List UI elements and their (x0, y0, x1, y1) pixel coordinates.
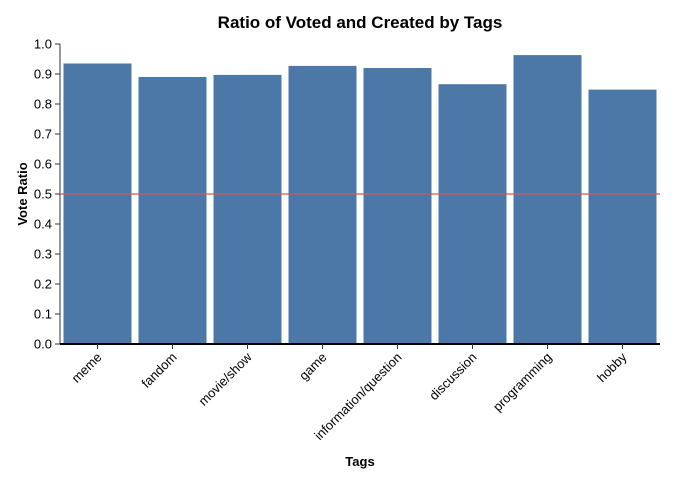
y-tick-label: 0.0 (34, 337, 52, 352)
bar-discussion (438, 84, 507, 344)
bars-group (63, 55, 657, 345)
x-tick-label: game (296, 350, 330, 384)
y-axis-label: Vote Ratio (15, 162, 30, 225)
bar-information-question (363, 68, 432, 344)
y-tick-label: 0.9 (34, 67, 52, 82)
x-tick-label: fandom (138, 350, 179, 391)
y-tick-label: 1.0 (34, 37, 52, 52)
y-tick-label: 0.4 (34, 217, 52, 232)
y-tick-label: 0.7 (34, 127, 52, 142)
y-tick-label: 0.1 (34, 307, 52, 322)
bar-hobby (588, 89, 657, 344)
bar-programming (513, 55, 582, 344)
x-tick-label: movie/show (195, 349, 255, 409)
y-tick-label: 0.3 (34, 247, 52, 262)
x-tick-label: programming (490, 350, 555, 415)
bar-movie-show (213, 74, 282, 345)
chart-title: Ratio of Voted and Created by Tags (218, 13, 503, 32)
x-tick-label: discussion (426, 350, 480, 404)
x-axis: meme fandom movie/show gameinformation/ques… (60, 343, 660, 443)
bar-fandom (138, 77, 207, 344)
y-tick-label: 0.8 (34, 97, 52, 112)
x-tick-label: hobby (594, 349, 630, 385)
bar-game (288, 65, 357, 345)
x-tick-label: meme (68, 350, 104, 386)
y-axis: 0.0 0.1 0.2 0.3 0.4 0.5 0.6 0.7 0.8 0.9 1.0 (34, 37, 61, 352)
y-tick-label: 0.2 (34, 277, 52, 292)
x-axis-label: Tags (345, 454, 374, 469)
y-tick-label: 0.6 (34, 157, 52, 172)
y-tick-label: 0.5 (34, 187, 52, 202)
bar-meme (63, 63, 132, 344)
